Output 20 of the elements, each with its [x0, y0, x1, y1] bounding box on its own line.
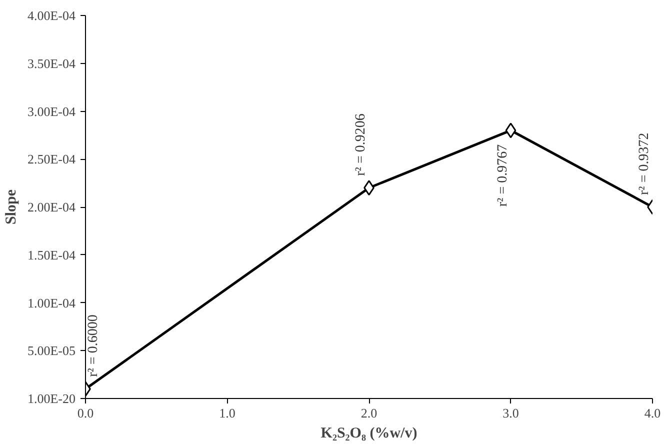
annotation: r² = 0.9206 [354, 114, 368, 176]
y-tick-label: 5.00E-05 [27, 343, 76, 358]
y-tick-label: 1.00E-04 [27, 295, 76, 310]
annotation: r² = 0.6000 [86, 314, 101, 377]
y-tick-label: 1.50E-04 [27, 247, 76, 262]
y-tick-label: 3.00E-04 [27, 104, 76, 119]
y-tick-label: 2.50E-04 [27, 152, 76, 167]
y-axis-title: Slope [3, 189, 20, 225]
x-tick-label: 2.0 [360, 406, 378, 420]
y-tick-label: 2.00E-04 [27, 200, 76, 214]
y-tick-label: 1.00E-20 [27, 391, 76, 406]
x-tick-label: 1.0 [219, 406, 236, 420]
x-tick-label: 0.0 [77, 406, 94, 420]
x-axis-title: K₂S₂O₈ (%w/v) [320, 426, 418, 442]
annotation: r² = 0.9372 [637, 132, 652, 195]
y-tick-label: 3.50E-04 [27, 56, 76, 71]
annotation: r² = 0.9767 [495, 144, 510, 207]
x-tick-label: 4.0 [644, 406, 661, 420]
y-tick-label: 4.00E-04 [27, 8, 76, 23]
x-tick-label: 3.0 [502, 406, 519, 420]
